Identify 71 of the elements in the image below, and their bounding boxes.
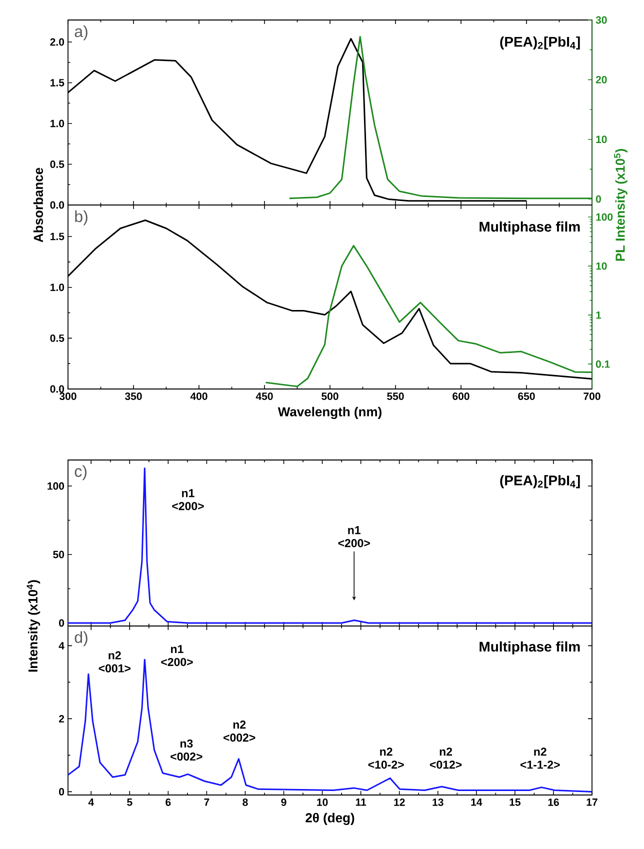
x-tick-label: 650 xyxy=(518,392,535,400)
y-tick-label: 1.5 xyxy=(50,232,64,240)
y2-tick-label: 0 xyxy=(596,195,601,203)
y-tick-label: 2 xyxy=(58,715,64,722)
y-tick-label: 0.5 xyxy=(50,334,64,342)
y-tick-label: 1.0 xyxy=(50,284,64,292)
annotation: Multiphase film xyxy=(480,641,580,654)
y2-tick-label: 100 xyxy=(596,213,613,221)
x-tick-label: 600 xyxy=(452,392,470,400)
annotation: n1 <200> xyxy=(161,645,193,666)
y-tick-label: 0.0 xyxy=(50,201,64,209)
y-axis-title: Intensity (x10$^{4}$) xyxy=(26,580,40,672)
annotation: n1 <200> xyxy=(338,526,370,548)
y-tick-label: 1.5 xyxy=(50,79,64,86)
x-tick-label: 300 xyxy=(59,392,76,400)
x-tick-label: 450 xyxy=(256,392,273,400)
x-tick-label: 17 xyxy=(586,798,598,806)
x-tick-label: 350 xyxy=(124,392,142,400)
x-axis-title: Wavelength (nm) xyxy=(278,406,382,420)
annotation: n3 <002> xyxy=(170,739,202,761)
x-tick-label: 500 xyxy=(322,392,338,400)
x-tick-label: 7 xyxy=(204,798,210,806)
annotation: Multiphase film xyxy=(480,221,580,234)
y2-axis-title: PL Intensity (x10$^{5}$) xyxy=(614,149,628,261)
annotation: b) xyxy=(75,210,88,226)
y-tick-label: 100 xyxy=(48,482,64,490)
y2-tick-label: 0.1 xyxy=(596,360,610,368)
y-tick-label: 50 xyxy=(53,550,64,558)
annotation: n1 <200> xyxy=(172,489,204,510)
y-tick-label: 0 xyxy=(59,619,64,627)
annotation: (PEA)$_{2}$[PbI$_{4}$] xyxy=(500,36,580,50)
y2-tick-label: 30 xyxy=(596,16,607,24)
annotation: n2 <001> xyxy=(98,651,130,672)
line-series xyxy=(67,467,593,624)
x-tick-label: 15 xyxy=(510,798,520,806)
line-series xyxy=(67,658,593,792)
x-tick-label: 550 xyxy=(387,392,404,400)
annotation: n2 <012> xyxy=(430,748,462,769)
annotation: d) xyxy=(74,631,88,646)
x-tick-label: 11 xyxy=(356,798,366,806)
annotation: n2 <002> xyxy=(224,720,256,742)
y-axis-title: Absorbance xyxy=(33,168,44,242)
x-tick-label: 400 xyxy=(190,392,208,400)
annotation: a) xyxy=(74,25,88,40)
annotation: (PEA)$_{2}$[PbI$_{4}$] xyxy=(500,475,580,488)
y2-tick-label: 10 xyxy=(596,136,607,144)
y-tick-label: 4 xyxy=(58,642,64,650)
y2-tick-label: 10 xyxy=(596,262,607,270)
annotation: n2 <10-2> xyxy=(368,748,404,769)
annotation: n2 <1-1-2> xyxy=(520,748,560,769)
x-tick-label: 16 xyxy=(548,798,559,806)
x-tick-label: 5 xyxy=(127,798,132,806)
x-tick-label: 14 xyxy=(471,798,482,806)
y-tick-label: 0.0 xyxy=(50,385,64,393)
x-tick-label: 4 xyxy=(88,798,94,806)
x-tick-label: 13 xyxy=(432,798,444,806)
line-series xyxy=(265,244,593,388)
x-tick-label: 6 xyxy=(166,798,171,806)
y2-tick-label: 1 xyxy=(596,311,602,319)
x-tick-label: 8 xyxy=(242,798,248,806)
y-tick-label: 2.0 xyxy=(50,38,64,46)
x-tick-label: 700 xyxy=(584,392,600,400)
annotation: c) xyxy=(74,465,86,480)
y-tick-label: 1.0 xyxy=(50,120,64,128)
y-tick-label: 0.5 xyxy=(50,160,64,168)
x-tick-label: 9 xyxy=(281,798,286,806)
x-axis-title: 2θ (deg) xyxy=(306,812,354,826)
y2-tick-label: 20 xyxy=(596,76,607,84)
x-tick-label: 10 xyxy=(317,798,328,806)
x-tick-label: 12 xyxy=(394,798,405,806)
y-tick-label: 0 xyxy=(59,788,64,796)
